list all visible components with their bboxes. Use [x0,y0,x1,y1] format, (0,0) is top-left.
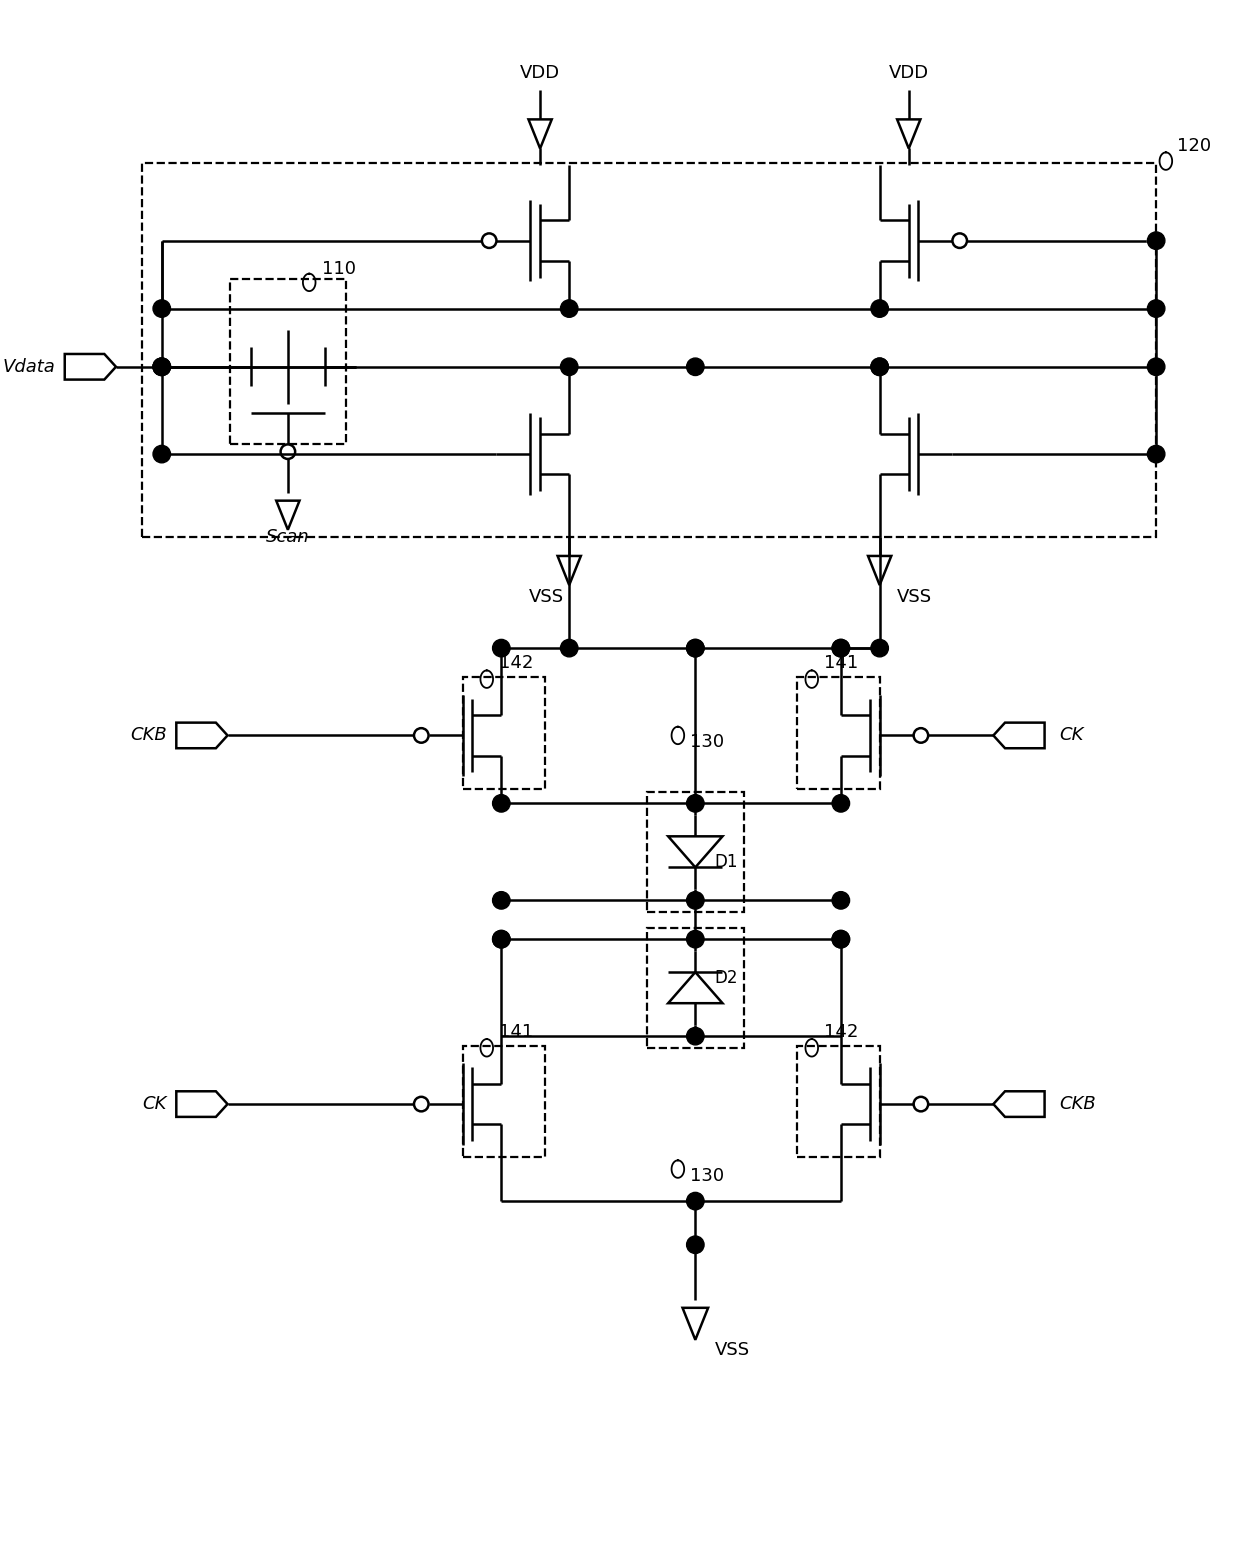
Circle shape [492,795,510,812]
Circle shape [832,640,849,657]
Circle shape [687,1028,704,1045]
Bar [647,927,744,1048]
Circle shape [832,931,849,948]
Circle shape [1147,231,1164,249]
Bar [463,1046,544,1157]
Circle shape [870,358,888,375]
Circle shape [687,795,704,812]
Text: CKB: CKB [1059,1095,1096,1114]
Circle shape [687,640,704,657]
Text: 130: 130 [691,734,724,751]
Circle shape [560,358,578,375]
Text: VSS: VSS [529,588,564,605]
Bar [229,280,346,444]
Bar [463,677,544,788]
Circle shape [687,1236,704,1253]
Bar [797,1046,879,1157]
Circle shape [153,358,170,375]
Circle shape [1147,358,1164,375]
Text: VDD: VDD [889,64,929,81]
Bar [647,791,744,912]
Text: 120: 120 [1178,138,1211,155]
Text: Vdata: Vdata [2,358,55,375]
Text: VDD: VDD [520,64,560,81]
Text: 142: 142 [825,1023,859,1042]
Bar [143,163,1156,536]
Text: VSS: VSS [714,1340,750,1359]
Circle shape [832,931,849,948]
Text: D1: D1 [714,852,738,871]
Text: CK: CK [143,1095,166,1114]
Circle shape [870,358,888,375]
Circle shape [870,640,888,657]
Circle shape [1147,300,1164,317]
Circle shape [687,358,704,375]
Circle shape [492,931,510,948]
Circle shape [832,891,849,909]
Bar [797,677,879,788]
Text: CKB: CKB [130,726,166,744]
Circle shape [832,795,849,812]
Text: Scan: Scan [267,527,310,546]
Text: CK: CK [1059,726,1084,744]
Circle shape [687,891,704,909]
Text: 130: 130 [691,1167,724,1186]
Text: 110: 110 [322,260,356,277]
Circle shape [687,640,704,657]
Circle shape [153,446,170,463]
Circle shape [153,300,170,317]
Circle shape [560,300,578,317]
Circle shape [492,931,510,948]
Circle shape [153,358,170,375]
Circle shape [687,1192,704,1211]
Text: 141: 141 [825,654,858,673]
Circle shape [687,931,704,948]
Text: D2: D2 [714,970,738,987]
Circle shape [153,358,170,375]
Circle shape [832,640,849,657]
Circle shape [492,891,510,909]
Circle shape [870,300,888,317]
Circle shape [492,640,510,657]
Circle shape [1147,446,1164,463]
Text: VSS: VSS [897,588,932,605]
Circle shape [560,640,578,657]
Text: 141: 141 [500,1023,533,1042]
Text: 142: 142 [500,654,533,673]
